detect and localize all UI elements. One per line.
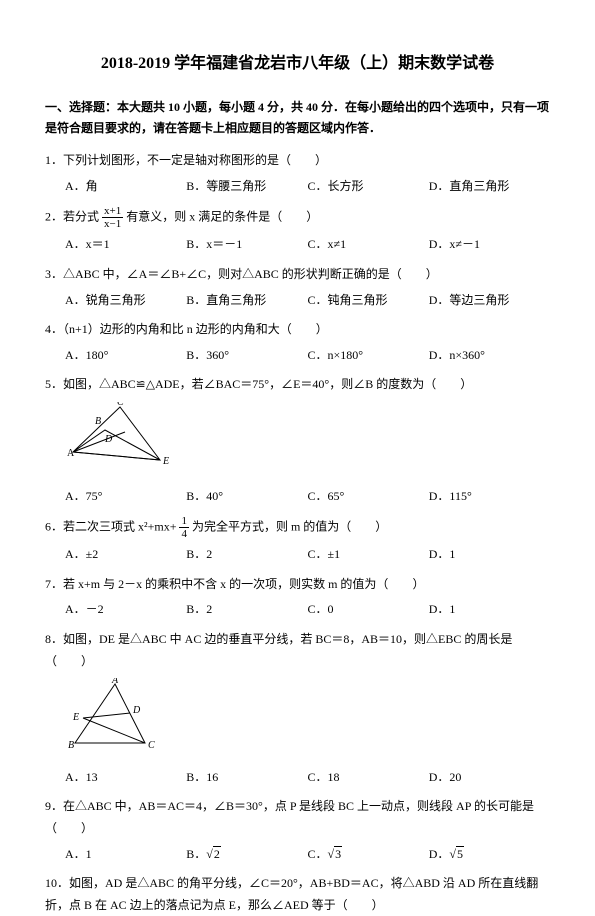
- q10-text: 10．如图，AD 是△ABC 的角平分线，∠C＝20°，AB+BD＝AC，将△A…: [45, 873, 550, 916]
- q4-opt-a: A．180°: [65, 345, 186, 367]
- q9-opt-b: B．2: [186, 844, 307, 866]
- svg-text:C: C: [117, 402, 124, 408]
- question-1: 1．下列计划图形，不一定是轴对称图形的是（ ） A．角 B．等腰三角形 C．长方…: [45, 150, 550, 197]
- question-6: 6．若二次三项式 x²+mx+ 14 为完全平方式，则 m 的值为（ ） A．±…: [45, 515, 550, 566]
- q9-opt-c: C．3: [308, 844, 429, 866]
- q5-text: 5．如图，△ABC≌△ADE，若∠BAC＝75°，∠E＝40°，则∠B 的度数为…: [45, 374, 550, 396]
- q3-text: 3．△ABC 中，∠A＝∠B+∠C，则对△ABC 的形状判断正确的是（ ）: [45, 264, 550, 286]
- q6-options: A．±2 B．2 C．±1 D．1: [45, 544, 550, 566]
- q7-options: A．－2 B．2 C．0 D．1: [45, 599, 550, 621]
- q1-opt-c: C．长方形: [308, 176, 429, 198]
- q8-figure: A B C D E: [65, 678, 550, 761]
- q5-figure: A C D B E: [65, 402, 550, 480]
- q2-options: A．x＝1 B．x＝－1 C．x≠1 D．x≠－1: [45, 234, 550, 256]
- svg-text:B: B: [95, 416, 101, 427]
- question-3: 3．△ABC 中，∠A＝∠B+∠C，则对△ABC 的形状判断正确的是（ ） A．…: [45, 264, 550, 311]
- q2-text: 2．若分式 x+1x−1 有意义，则 x 满足的条件是（ ）: [45, 205, 550, 230]
- question-4: 4．（n+1）边形的内角和比 n 边形的内角和大（ ） A．180° B．360…: [45, 319, 550, 366]
- q6-pre: 6．若二次三项式 x²+mx+: [45, 519, 176, 533]
- svg-text:D: D: [104, 434, 113, 445]
- q6-opt-a: A．±2: [65, 544, 186, 566]
- svg-text:A: A: [67, 448, 75, 459]
- q5-opt-d: D．115°: [429, 486, 550, 508]
- q8-options: A．13 B．16 C．18 D．20: [45, 767, 550, 789]
- q6-opt-d: D．1: [429, 544, 550, 566]
- q2-opt-c: C．x≠1: [308, 234, 429, 256]
- q2-opt-d: D．x≠－1: [429, 234, 550, 256]
- question-2: 2．若分式 x+1x−1 有意义，则 x 满足的条件是（ ） A．x＝1 B．x…: [45, 205, 550, 256]
- q4-opt-b: B．360°: [186, 345, 307, 367]
- q1-opt-a: A．角: [65, 176, 186, 198]
- q2-pre: 2．若分式: [45, 210, 99, 224]
- q8-opt-b: B．16: [186, 767, 307, 789]
- q7-opt-a: A．－2: [65, 599, 186, 621]
- svg-text:A: A: [111, 678, 119, 686]
- q2-opt-a: A．x＝1: [65, 234, 186, 256]
- q9-opt-d: D．5: [429, 844, 550, 866]
- svg-text:C: C: [148, 740, 155, 751]
- question-8: 8．如图，DE 是△ABC 中 AC 边的垂直平分线，若 BC＝8，AB＝10，…: [45, 629, 550, 788]
- question-9: 9．在△ABC 中，AB＝AC＝4，∠B＝30°，点 P 是线段 BC 上一动点…: [45, 796, 550, 865]
- q8-opt-d: D．20: [429, 767, 550, 789]
- sqrt-icon: 3: [328, 844, 343, 866]
- q5-opt-b: B．40°: [186, 486, 307, 508]
- question-10: 10．如图，AD 是△ABC 的角平分线，∠C＝20°，AB+BD＝AC，将△A…: [45, 873, 550, 916]
- q2-fraction: x+1x−1: [102, 205, 123, 230]
- q1-opt-d: D．直角三角形: [429, 176, 550, 198]
- q7-text: 7．若 x+m 与 2－x 的乘积中不含 x 的一次项，则实数 m 的值为（ ）: [45, 574, 550, 596]
- q6-fraction: 14: [179, 515, 189, 540]
- q1-text: 1．下列计划图形，不一定是轴对称图形的是（ ）: [45, 150, 550, 172]
- q7-opt-c: C．0: [308, 599, 429, 621]
- q3-opt-d: D．等边三角形: [429, 290, 550, 312]
- section-1-header: 一、选择题：本大题共 10 小题，每小题 4 分，共 40 分．在每小题给出的四…: [45, 97, 550, 140]
- question-7: 7．若 x+m 与 2－x 的乘积中不含 x 的一次项，则实数 m 的值为（ ）…: [45, 574, 550, 621]
- q5-opt-a: A．75°: [65, 486, 186, 508]
- q5-opt-c: C．65°: [308, 486, 429, 508]
- q3-opt-c: C．钝角三角形: [308, 290, 429, 312]
- exam-title: 2018-2019 学年福建省龙岩市八年级（上）期末数学试卷: [45, 50, 550, 79]
- q9-text: 9．在△ABC 中，AB＝AC＝4，∠B＝30°，点 P 是线段 BC 上一动点…: [45, 796, 550, 839]
- q6-opt-b: B．2: [186, 544, 307, 566]
- svg-text:D: D: [132, 705, 141, 716]
- q9-opt-a: A．1: [65, 844, 186, 866]
- svg-text:B: B: [68, 740, 74, 751]
- q6-post: 为完全平方式，则 m 的值为（ ）: [192, 519, 387, 533]
- q2-opt-b: B．x＝－1: [186, 234, 307, 256]
- q6-text: 6．若二次三项式 x²+mx+ 14 为完全平方式，则 m 的值为（ ）: [45, 515, 550, 540]
- sqrt-icon: 2: [206, 844, 221, 866]
- q9-options: A．1 B．2 C．3 D．5: [45, 844, 550, 866]
- q5-options: A．75° B．40° C．65° D．115°: [45, 486, 550, 508]
- q2-post: 有意义，则 x 满足的条件是（ ）: [126, 210, 318, 224]
- svg-text:E: E: [72, 712, 79, 723]
- q3-opt-b: B．直角三角形: [186, 290, 307, 312]
- sqrt-icon: 5: [449, 844, 464, 866]
- q4-text: 4．（n+1）边形的内角和比 n 边形的内角和大（ ）: [45, 319, 550, 341]
- question-5: 5．如图，△ABC≌△ADE，若∠BAC＝75°，∠E＝40°，则∠B 的度数为…: [45, 374, 550, 507]
- q3-opt-a: A．锐角三角形: [65, 290, 186, 312]
- q4-opt-d: D．n×360°: [429, 345, 550, 367]
- q8-text: 8．如图，DE 是△ABC 中 AC 边的垂直平分线，若 BC＝8，AB＝10，…: [45, 629, 550, 672]
- q3-options: A．锐角三角形 B．直角三角形 C．钝角三角形 D．等边三角形: [45, 290, 550, 312]
- q4-opt-c: C．n×180°: [308, 345, 429, 367]
- q1-opt-b: B．等腰三角形: [186, 176, 307, 198]
- q7-opt-d: D．1: [429, 599, 550, 621]
- q8-opt-a: A．13: [65, 767, 186, 789]
- q4-options: A．180° B．360° C．n×180° D．n×360°: [45, 345, 550, 367]
- svg-text:E: E: [162, 456, 169, 467]
- q7-opt-b: B．2: [186, 599, 307, 621]
- q6-opt-c: C．±1: [308, 544, 429, 566]
- q8-opt-c: C．18: [308, 767, 429, 789]
- q1-options: A．角 B．等腰三角形 C．长方形 D．直角三角形: [45, 176, 550, 198]
